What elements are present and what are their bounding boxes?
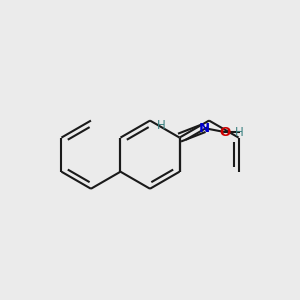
Text: H: H [235, 126, 244, 139]
Text: H: H [156, 119, 165, 132]
Text: O: O [220, 126, 231, 139]
Text: N: N [199, 122, 210, 135]
